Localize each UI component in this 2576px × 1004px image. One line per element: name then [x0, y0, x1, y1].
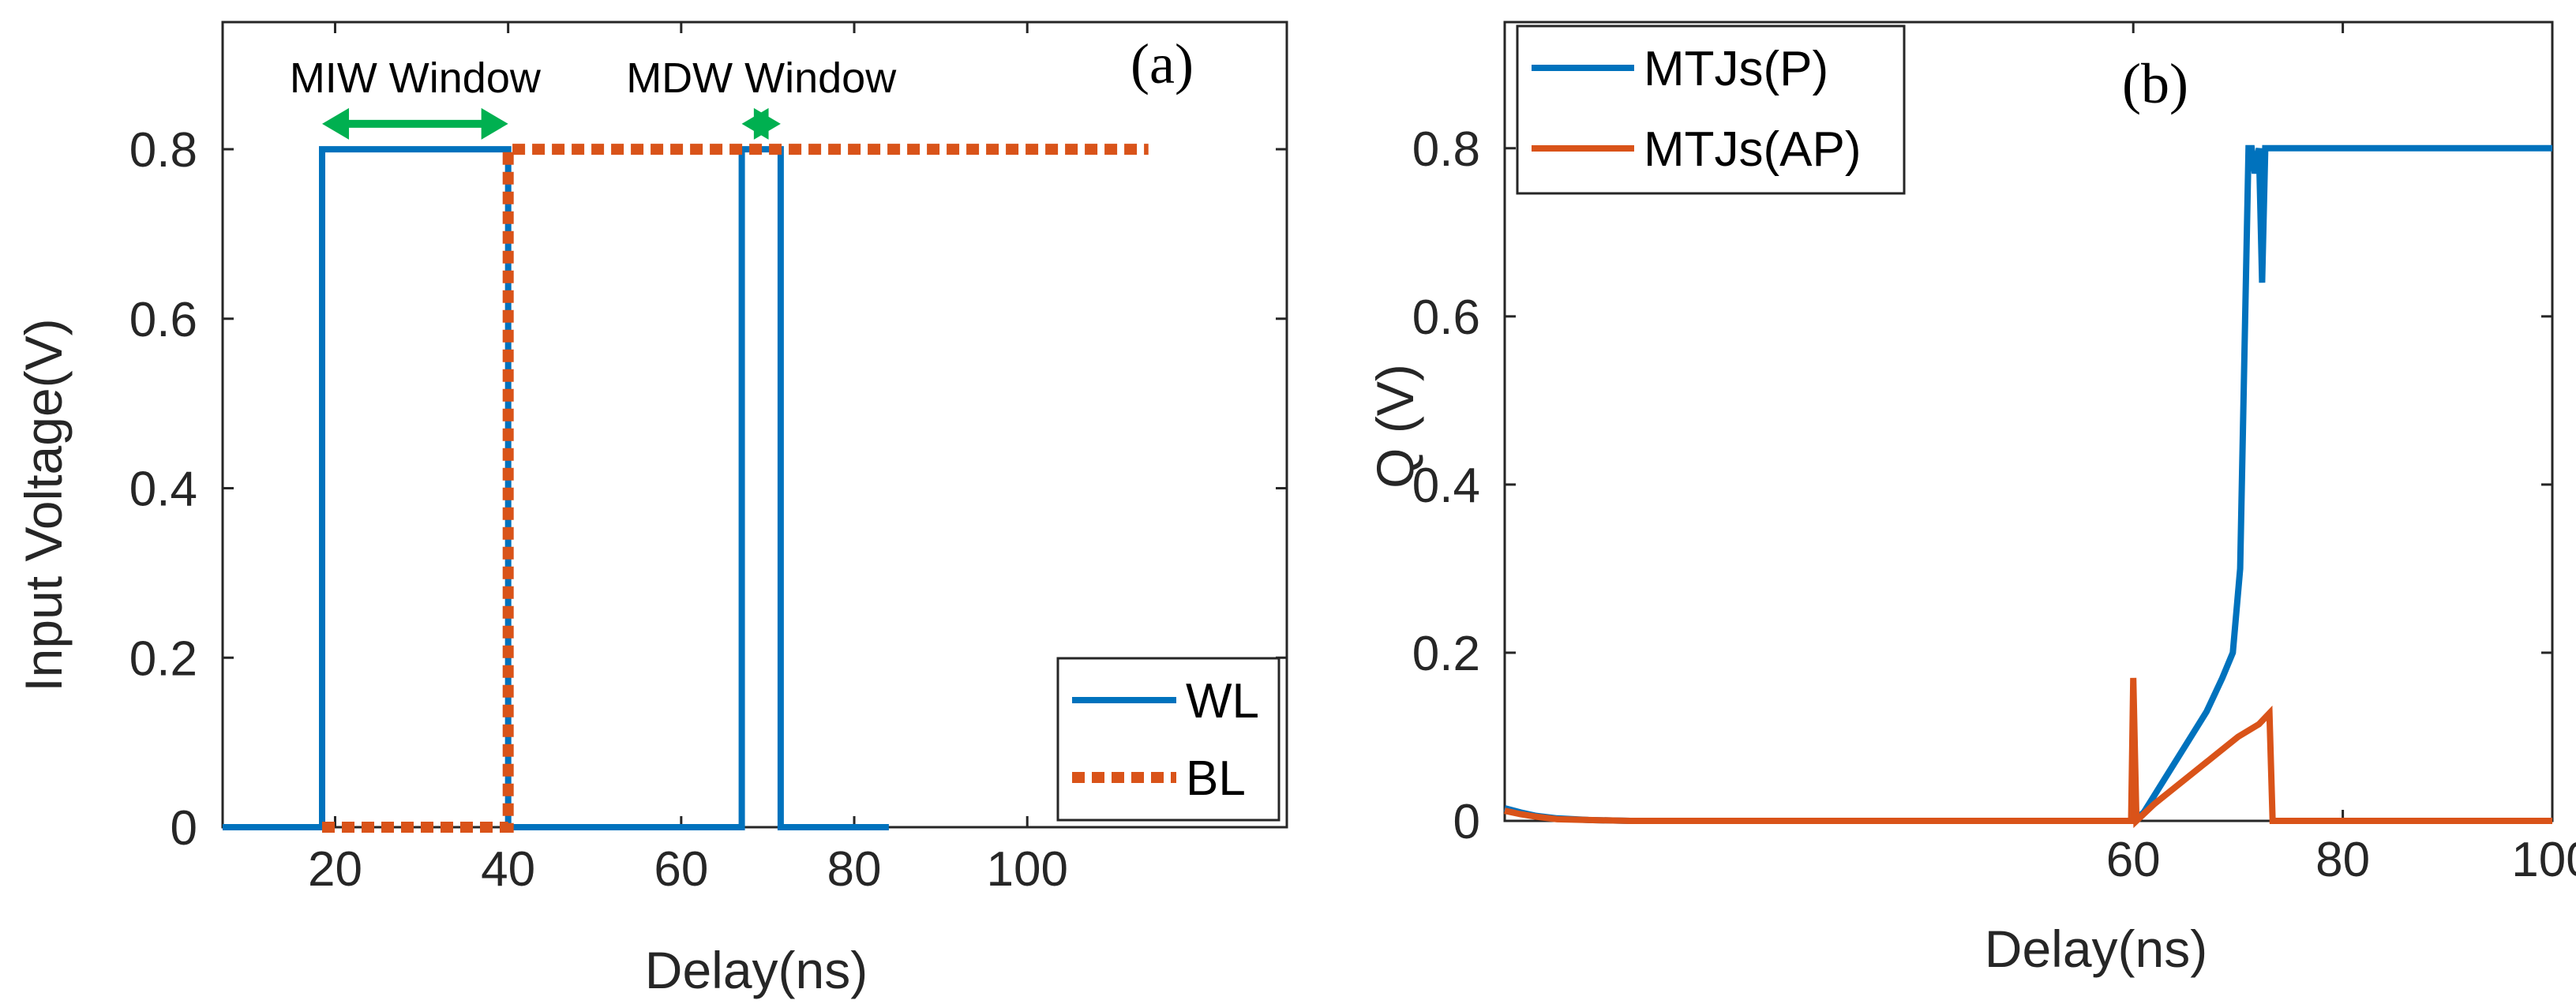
y-tick-label: 0.2 — [1412, 627, 1480, 681]
window-arrow-head-right — [481, 107, 508, 140]
series-line-mtjs-ap — [1504, 677, 2552, 829]
panel-a-y-axis-label: Input Voltage(V) — [14, 318, 73, 691]
legend-label-wl: WL — [1186, 674, 1259, 729]
panel-b-legend-box — [1516, 24, 1906, 195]
x-tick-label: 60 — [654, 842, 708, 897]
y-tick-label: 0.6 — [1412, 290, 1480, 345]
window-arrow-head-right — [753, 107, 781, 140]
panel-b-x-axis-label: Delay(ns) — [1985, 920, 2207, 978]
y-tick-label: 0.8 — [1412, 122, 1480, 177]
x-tick-label: 40 — [481, 842, 535, 897]
panel-a-series — [223, 144, 1149, 833]
panel-a-legend: WL BL — [1056, 657, 1281, 822]
y-tick-label: 0.4 — [129, 463, 197, 517]
x-tick-label: 80 — [2315, 833, 2370, 887]
window-annotation-miw-window: MIW Window — [290, 54, 542, 102]
legend-label-mtjs-p: MTJs(P) — [1644, 42, 1828, 96]
panel-b-label: (b) — [2122, 52, 2188, 115]
x-tick-label: 100 — [2511, 833, 2576, 887]
series-line-wl — [223, 146, 889, 830]
y-tick-label: 0.4 — [1412, 459, 1480, 513]
legend-label-bl: BL — [1186, 751, 1246, 806]
panel-a-x-axis-label: Delay(ns) — [645, 941, 868, 999]
panel-a-legend-box — [1056, 657, 1281, 822]
panel-a-label: (a) — [1131, 32, 1194, 96]
panel-b-series — [1503, 144, 2552, 829]
panel-b-legend: MTJs(P) MTJs(AP) — [1516, 24, 1906, 195]
panel-a-ticks: 0 0.2 0.4 0.6 0.8 20 40 60 80 100 — [129, 22, 1287, 897]
panel-b-y-axis-label: Q (V) — [1366, 364, 1424, 489]
y-tick-label: 0.8 — [129, 123, 197, 178]
panel-a-annotations: MIW Window MDW Window — [290, 54, 897, 140]
x-tick-label: 100 — [986, 842, 1067, 897]
y-tick-label: 0.2 — [129, 631, 197, 686]
x-tick-label: 80 — [827, 842, 882, 897]
y-tick-label: 0 — [1453, 795, 1480, 849]
legend-label-mtjs-ap: MTJs(AP) — [1644, 122, 1862, 177]
series-line-bl — [322, 144, 1149, 833]
window-annotation-mdw-window: MDW Window — [626, 54, 897, 102]
y-tick-label: 0 — [171, 801, 197, 856]
panel-b-ticks: 0 0.2 0.4 0.6 0.8 60 80 100 — [1412, 22, 2576, 887]
y-tick-label: 0.6 — [129, 293, 197, 347]
window-arrow-head-left — [322, 107, 350, 140]
x-tick-label: 60 — [2106, 833, 2161, 887]
panel-a: 0 0.2 0.4 0.6 0.8 20 40 60 80 100 MIW Window MDW W… — [14, 21, 1288, 999]
panel-b: 0 0.2 0.4 0.6 0.8 60 80 100 (b) Delay(ns) Q (V)… — [1366, 21, 2576, 978]
x-tick-label: 20 — [308, 842, 362, 897]
